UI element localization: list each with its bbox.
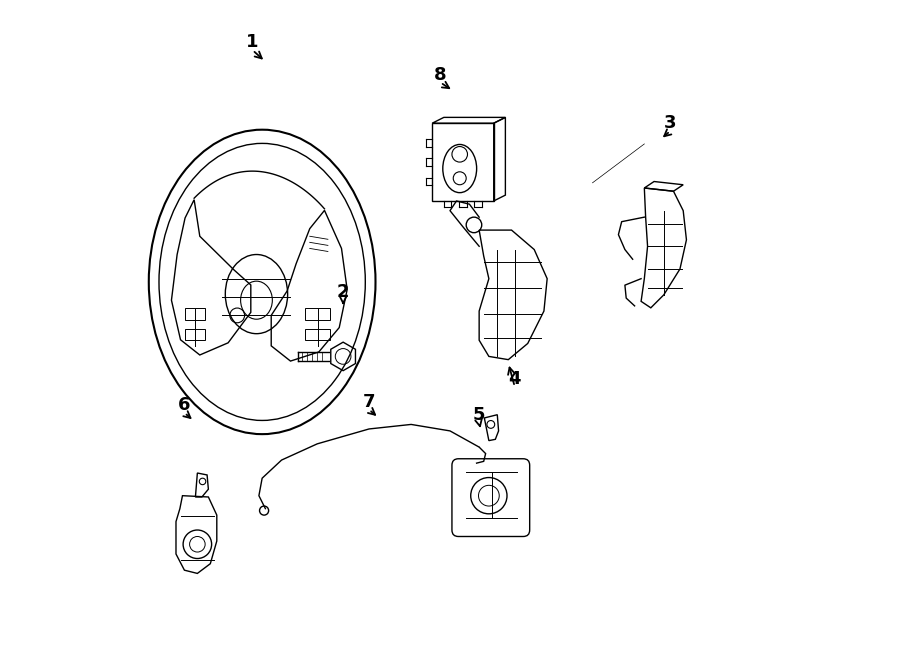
Text: 3: 3 [664,114,677,132]
Text: 4: 4 [508,370,521,388]
Text: 7: 7 [363,393,375,410]
Text: 5: 5 [472,406,485,424]
Text: 1: 1 [247,33,258,52]
Text: 2: 2 [337,283,349,301]
Text: 8: 8 [434,65,446,84]
Text: 6: 6 [178,396,191,414]
